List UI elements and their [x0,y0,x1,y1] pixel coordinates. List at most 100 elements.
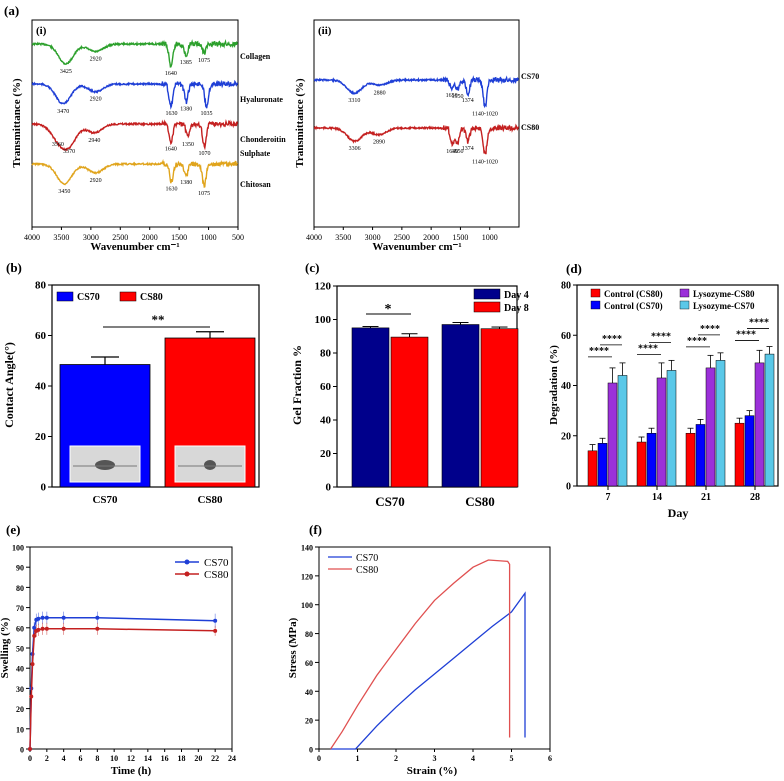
significance-label: **** [638,343,658,354]
y-tick-label: 0 [326,482,332,494]
significance-label: **** [602,334,622,345]
x-tick-label: 3 [433,754,437,763]
peak-label: 1140-1020 [472,159,498,165]
legend-marker [184,571,190,577]
legend-label: Day 4 [504,290,529,301]
data-point [30,662,35,667]
peak-label: 1380 [180,107,192,113]
panel-f-ylabel: Stress (MPa) [287,617,299,678]
x-tick-label: CS70 [375,494,405,509]
bar [607,382,618,487]
data-point [61,615,66,620]
peak-label: 1640 [446,149,458,155]
x-tick-label: 2500 [394,233,410,242]
peak-label: 3470 [57,109,69,115]
panel-ii-xlabel: Wavenumber cm⁻¹ [372,241,461,253]
data-point [61,626,66,631]
x-tick-label: 14 [144,754,152,763]
significance-label: **** [736,330,756,341]
bar [705,367,716,487]
droplet [95,460,115,470]
x-tick-label: 6 [548,754,552,763]
y-tick-label: 100 [12,544,24,553]
peak-label: 3306 [349,146,361,152]
x-tick-label: 1 [356,754,360,763]
legend-marker [184,559,190,565]
panel-i-label: (i) [36,25,47,37]
peak-label: 1380 [180,180,192,186]
y-tick-label: 40 [35,381,47,393]
x-tick-label: 3500 [53,233,69,242]
peak-label: 2890 [373,140,385,146]
y-tick-label: 40 [16,665,24,674]
x-tick-label: 2000 [142,233,158,242]
panel-i-ylabel: Transmittance (%) [11,78,23,168]
y-tick-label: 60 [320,381,332,393]
y-tick-label: 100 [301,601,313,610]
x-tick-label: 10 [110,754,118,763]
series-name-label: CS80 [521,123,539,132]
legend-label: CS80 [140,292,163,303]
legend-label: CS80 [356,565,378,576]
x-tick-label: 1000 [482,233,498,242]
peak-label: 1350 [182,142,194,148]
peak-label: 1640 [165,147,177,153]
panel-b-label: (b) [6,260,22,275]
spectrum-line [31,79,238,110]
peak-label: 1075 [198,58,210,64]
x-tick-label: 5 [510,754,514,763]
series-name-label: Hyaluronate [240,95,283,104]
x-tick-label: 4000 [306,233,322,242]
bar [656,377,667,487]
peak-label: 3370 [63,149,75,155]
legend-swatch [473,288,501,300]
y-tick-label: 20 [305,717,313,726]
bar [695,424,706,487]
panel-f-label: (f) [309,522,322,537]
legend-label: Control (CS70) [604,301,663,311]
series-name-label: Collagen [240,52,271,61]
data-point [44,615,49,620]
x-tick-label: 7 [606,492,611,503]
y-tick-label: 120 [315,281,332,293]
series-line [29,616,216,750]
significance-label: **** [589,346,609,357]
peak-label: 1630 [165,111,177,117]
legend-label: Lysozyme-CS80 [693,289,755,299]
peak-label: 1140-1020 [472,111,498,117]
y-tick-label: 10 [16,725,24,734]
x-tick-label: 3500 [335,233,351,242]
x-tick-label: CS70 [92,494,118,506]
series-line [330,559,511,750]
x-tick-label: 28 [750,492,760,503]
degradation-chart: (d) Degradation (%) Day 0204060807******… [548,261,779,520]
x-tick-label: 4 [62,754,66,763]
ftir-chart-i: (i) Transmittance (%) Wavenumber cm⁻¹ 34… [11,19,286,253]
x-tick-label: 1500 [171,233,187,242]
x-tick-label: 2500 [112,233,128,242]
legend-swatch [119,291,137,302]
x-tick-label: CS80 [197,494,223,506]
panel-c-ylabel: Gel Fraction % [290,345,304,425]
y-tick-label: 0 [20,746,24,755]
peak-label: 1550 [452,149,464,155]
spectrum-line [31,119,238,152]
bar [646,432,657,487]
y-tick-label: 50 [16,645,24,654]
peak-label: 1550 [452,94,464,100]
panel-ii-label: (ii) [318,25,332,37]
x-tick-label: 14 [652,492,662,503]
x-tick-label: 12 [127,754,135,763]
data-point [40,626,45,631]
x-tick-label: 0 [317,754,321,763]
data-point [40,615,45,620]
y-tick-label: 40 [561,381,571,392]
y-tick-label: 60 [16,624,24,633]
y-tick-label: 120 [301,572,313,581]
x-tick-label: 0 [28,754,32,763]
contact-angle-chart: (b) Contact Angle(°) 0 20 40 60 80 CS70 CS80 CS… [2,260,260,506]
bar [480,328,519,488]
y-tick-label: 0 [309,746,313,755]
panel-e-xlabel: Time (h) [111,765,152,777]
stress-strain-chart: (f) Stress (MPa) Strain (%) 020406080100… [287,522,552,777]
